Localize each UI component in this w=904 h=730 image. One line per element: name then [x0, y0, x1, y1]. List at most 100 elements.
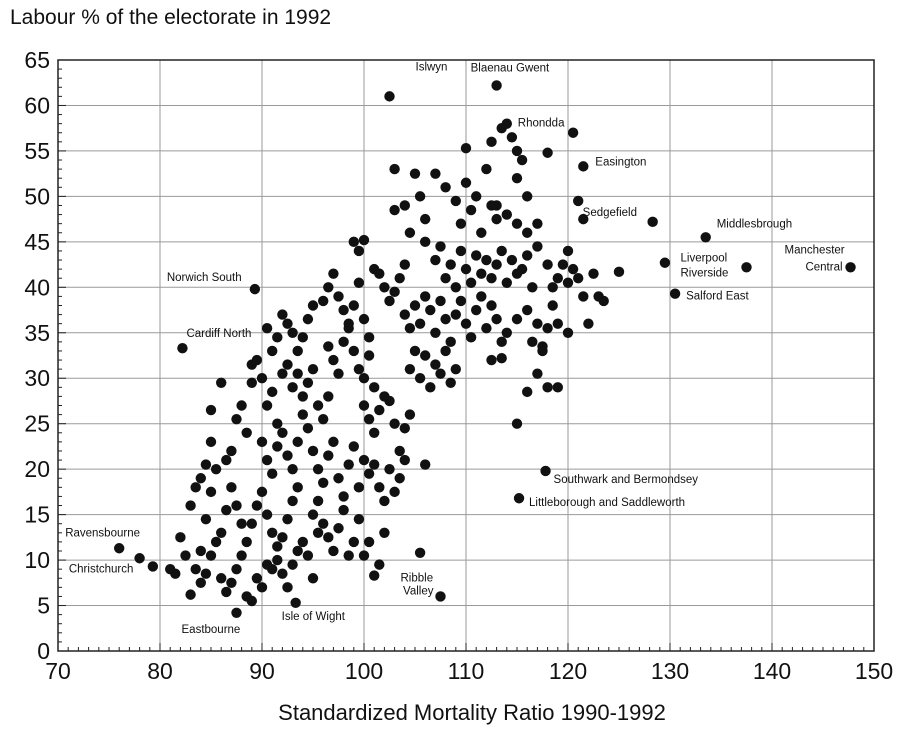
data-point [445, 377, 456, 388]
data-point [297, 391, 308, 402]
data-point [323, 341, 334, 352]
data-point [170, 568, 181, 579]
data-point [333, 523, 344, 534]
y-tick-label: 25 [24, 411, 50, 437]
y-tick-label: 15 [24, 502, 50, 528]
data-point [440, 345, 451, 357]
data-point [282, 318, 293, 329]
data-point [522, 304, 533, 316]
data-point [272, 541, 283, 552]
data-point [567, 127, 579, 138]
x-tick-label: 130 [651, 658, 689, 684]
labeled-data-point [578, 161, 589, 172]
data-point [302, 377, 314, 388]
data-point [511, 418, 523, 429]
data-point [292, 545, 303, 557]
data-point [221, 504, 232, 516]
data-point [246, 595, 257, 607]
y-tick-label: 20 [24, 456, 50, 482]
data-point [465, 277, 477, 288]
point-annotation: Islwyn [416, 61, 448, 73]
data-point [659, 257, 671, 268]
y-tick-label: 55 [24, 138, 50, 164]
x-tick-label: 80 [147, 658, 173, 684]
data-point [282, 450, 293, 461]
data-point [404, 227, 416, 238]
data-point [547, 282, 558, 293]
data-point [190, 563, 201, 575]
data-point [455, 245, 467, 257]
data-point [450, 195, 461, 207]
data-point [460, 177, 472, 188]
data-point [501, 327, 512, 338]
data-point [195, 577, 206, 589]
data-point [445, 336, 456, 348]
data-point [588, 268, 599, 279]
data-point [404, 323, 416, 334]
data-point [323, 450, 334, 461]
data-point [267, 468, 278, 479]
data-point [516, 263, 528, 275]
data-point [297, 536, 308, 548]
data-point [231, 563, 242, 575]
data-point [420, 459, 431, 470]
point-annotation: Christchurch [69, 563, 134, 575]
data-point [312, 527, 324, 538]
y-tick-label: 65 [24, 47, 50, 73]
data-point [256, 486, 268, 498]
data-point [511, 145, 523, 157]
data-point [379, 527, 390, 538]
data-point [369, 427, 380, 438]
data-point [307, 300, 319, 311]
data-point [578, 213, 589, 225]
data-point [302, 550, 314, 561]
data-point [205, 486, 217, 498]
labeled-data-point [147, 561, 159, 572]
y-tick-label: 10 [24, 547, 50, 573]
data-point [205, 404, 217, 416]
data-point [292, 482, 303, 493]
data-point [358, 373, 370, 384]
labeled-data-point [501, 118, 512, 129]
point-annotation: Middlesbrough [717, 218, 792, 230]
y-tick-label: 45 [24, 229, 50, 255]
labeled-data-point [435, 591, 446, 602]
data-point [272, 418, 283, 429]
data-point [216, 377, 227, 388]
data-point [348, 441, 359, 452]
data-point [394, 273, 405, 284]
data-point [369, 570, 380, 581]
data-point [399, 423, 410, 434]
data-point [481, 163, 492, 175]
data-point [613, 266, 625, 278]
data-point [318, 413, 329, 425]
data-point [516, 154, 528, 166]
data-point [496, 353, 507, 364]
data-point [542, 323, 553, 334]
labeled-data-point [114, 543, 125, 554]
point-annotation: Isle of Wight [282, 611, 346, 623]
y-tick-label: 5 [37, 593, 50, 619]
data-point [307, 363, 319, 375]
data-point [537, 341, 548, 352]
data-point [455, 218, 467, 229]
data-point [374, 268, 385, 279]
x-tick-label: 110 [448, 658, 485, 684]
data-point [287, 495, 298, 507]
point-annotation: Rhondda [518, 118, 565, 130]
data-point [363, 332, 375, 343]
data-point [374, 482, 385, 493]
data-point [180, 550, 191, 561]
data-point [511, 313, 523, 325]
point-labels: Islwyn Blaenau Gwent Rhondda Easington Sedge… [65, 61, 845, 635]
data-point [496, 336, 507, 348]
data-point [312, 463, 324, 475]
data-point [394, 445, 405, 457]
data-point [272, 441, 283, 452]
data-points [114, 80, 856, 619]
data-point [282, 582, 293, 593]
data-point [414, 373, 426, 384]
data-point [476, 291, 487, 302]
data-point [567, 263, 579, 275]
